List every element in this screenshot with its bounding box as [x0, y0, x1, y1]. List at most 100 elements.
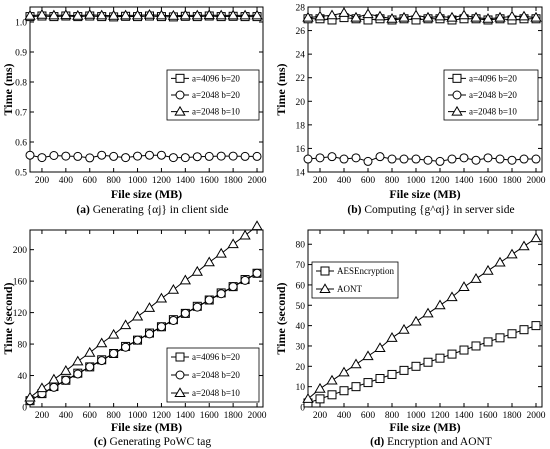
data-point-triangle: [494, 11, 506, 22]
series-triangle: [24, 9, 263, 20]
legend: AESEncryption AONT: [311, 261, 399, 299]
data-point-circle: [375, 152, 385, 162]
x-tick-label: 1000: [128, 176, 147, 186]
x-tick-label: 2000: [248, 176, 267, 186]
data-point-square: [519, 325, 529, 335]
x-tick-label: 1200: [431, 176, 450, 186]
data-point-triangle: [530, 232, 542, 243]
data-point-circle: [459, 153, 469, 163]
data-point-triangle: [494, 256, 506, 267]
data-point-circle: [97, 150, 107, 160]
y-tick-label: 200: [13, 246, 28, 256]
x-axis-label: File size (MB): [111, 187, 182, 201]
data-point-square: [351, 382, 361, 392]
plot-frame: [307, 6, 543, 173]
plot-frame: [29, 229, 264, 408]
legend-marker-square: [175, 73, 185, 83]
data-point-triangle: [326, 9, 338, 20]
caption-text: Generating {αj} in client side: [93, 204, 229, 216]
data-point-circle: [447, 154, 457, 164]
y-tick-label: 160: [13, 278, 28, 288]
data-point-triangle: [422, 11, 434, 22]
x-tick-label: 400: [337, 176, 352, 186]
data-point-triangle: [422, 307, 434, 318]
data-point-triangle: [60, 9, 72, 20]
data-point-circle: [204, 295, 214, 305]
legend-label: a=4096 b=20: [469, 73, 517, 83]
y-tick-label: 16: [296, 145, 306, 155]
series-square: [25, 11, 262, 22]
data-point-triangle: [470, 273, 482, 283]
data-point-triangle: [302, 393, 314, 403]
data-point-triangle: [302, 11, 314, 22]
data-point-circle: [133, 151, 143, 161]
x-tick-label: 1200: [152, 176, 171, 186]
data-point-circle: [144, 329, 154, 339]
data-point-triangle: [179, 9, 192, 20]
data-point-square: [447, 349, 457, 359]
legend-label: a=2048 b=20: [192, 90, 240, 100]
series-triangle: [302, 7, 542, 23]
data-point-circle: [192, 152, 202, 162]
chart-panel-c: 200 400 600 800 1000 1200 1400 1600 1800 2000 0 40 8…: [1, 220, 267, 448]
x-tick-label: 1400: [455, 411, 474, 421]
data-point-triangle: [374, 10, 386, 21]
y-tick-label: 60: [296, 281, 306, 291]
caption-text: Computing {g^αj} in server side: [364, 204, 514, 216]
data-point-square: [315, 394, 325, 404]
data-point-triangle: [239, 9, 251, 20]
x-tick-label: 800: [107, 176, 122, 186]
x-tick-label: 1600: [200, 411, 219, 421]
data-point-triangle: [239, 229, 251, 240]
x-tick-label: 1200: [431, 411, 450, 421]
x-tick-label: 200: [313, 176, 328, 186]
y-tick-label: 0.5: [15, 169, 27, 179]
y-axis-label: Time (second): [274, 282, 288, 354]
y-tick-label: 14: [296, 169, 306, 179]
data-point-square: [435, 353, 445, 363]
data-point-square: [363, 378, 373, 388]
caption: (a) Generating {αj} in client side: [76, 204, 228, 216]
y-tick-label: 30: [296, 342, 306, 352]
x-tick-label: 1000: [407, 176, 426, 186]
data-point-circle: [156, 322, 166, 332]
plot-frame: [29, 6, 264, 173]
data-point-triangle: [398, 323, 410, 334]
legend-marker-square: [452, 73, 462, 83]
data-point-circle: [240, 151, 250, 161]
data-point-triangle: [530, 11, 542, 22]
data-point-triangle: [470, 11, 482, 22]
legend-marker-circle: [175, 370, 185, 380]
y-tick-label: 0.7: [15, 109, 27, 119]
data-point-circle: [73, 151, 83, 161]
legend-marker-square: [320, 266, 330, 276]
data-point-circle: [37, 153, 47, 163]
data-point-circle: [507, 155, 517, 165]
data-point-circle: [483, 153, 493, 163]
data-point-circle: [61, 375, 71, 385]
y-axis-label: Time (ms): [1, 63, 15, 115]
y-tick-label: 70: [296, 261, 306, 271]
y-tick-label: 0.8: [15, 79, 27, 89]
data-point-circle: [180, 153, 190, 163]
y-tick-label: 0.9: [15, 49, 27, 59]
data-point-triangle: [446, 291, 458, 302]
data-point-triangle: [434, 10, 446, 21]
data-point-square: [327, 390, 337, 400]
data-point-triangle: [350, 11, 362, 22]
y-tick-label: 0: [22, 404, 27, 414]
data-point-circle: [25, 150, 35, 160]
data-point-circle: [85, 362, 95, 372]
data-point-triangle: [203, 256, 215, 267]
data-point-circle: [471, 155, 481, 165]
legend-label: a=2048 b=10: [192, 388, 240, 398]
data-point-triangle: [107, 328, 120, 339]
data-point-triangle: [24, 391, 36, 402]
legend-marker-circle: [452, 90, 462, 100]
y-tick-label: 0.6: [15, 139, 27, 149]
data-point-circle: [144, 150, 154, 160]
data-point-triangle: [506, 10, 518, 21]
data-point-square: [339, 386, 349, 396]
chart-panel-d: 200 400 600 800 1000 1200 1400 1600 1800 2000 0 10 2…: [274, 229, 546, 448]
